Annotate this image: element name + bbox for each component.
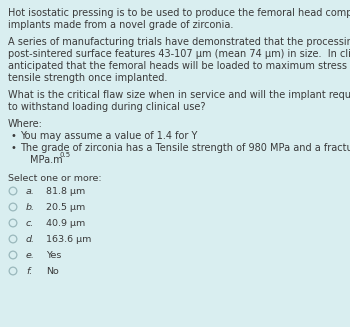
Text: 40.9 μm: 40.9 μm bbox=[46, 219, 85, 228]
Text: Hot isostatic pressing is to be used to produce the femoral head components of h: Hot isostatic pressing is to be used to … bbox=[8, 8, 350, 18]
Text: c.: c. bbox=[26, 219, 34, 228]
Text: anticipated that the femoral heads will be loaded to maximum stress level of 50%: anticipated that the femoral heads will … bbox=[8, 61, 350, 71]
Text: Yes: Yes bbox=[46, 251, 61, 260]
Text: •: • bbox=[10, 143, 16, 153]
Text: The grade of zirconia has a Tensile strength of 980 MPa and a fracture toughness: The grade of zirconia has a Tensile stre… bbox=[20, 143, 350, 153]
Text: MPa.m: MPa.m bbox=[30, 155, 63, 165]
Text: d.: d. bbox=[26, 235, 35, 244]
Text: Select one or more:: Select one or more: bbox=[8, 174, 101, 183]
Text: f.: f. bbox=[26, 267, 32, 276]
Text: 81.8 μm: 81.8 μm bbox=[46, 187, 85, 196]
Text: e.: e. bbox=[26, 251, 35, 260]
Text: 0.5: 0.5 bbox=[60, 152, 71, 158]
Text: a.: a. bbox=[26, 187, 35, 196]
Text: implants made from a novel grade of zirconia.: implants made from a novel grade of zirc… bbox=[8, 20, 233, 30]
Text: 20.5 μm: 20.5 μm bbox=[46, 203, 85, 212]
Text: post-sintered surface features 43-107 μm (mean 74 μm) in size.  In clinical use : post-sintered surface features 43-107 μm… bbox=[8, 49, 350, 59]
Text: No: No bbox=[46, 267, 59, 276]
Text: You may assume a value of 1.4 for Y: You may assume a value of 1.4 for Y bbox=[20, 131, 197, 141]
Text: Where:: Where: bbox=[8, 119, 43, 129]
Text: 163.6 μm: 163.6 μm bbox=[46, 235, 91, 244]
Text: What is the critical flaw size when in service and will the implant require poli: What is the critical flaw size when in s… bbox=[8, 90, 350, 100]
Text: A series of manufacturing trials have demonstrated that the processing route res: A series of manufacturing trials have de… bbox=[8, 37, 350, 47]
Text: to withstand loading during clinical use?: to withstand loading during clinical use… bbox=[8, 102, 205, 112]
Text: •: • bbox=[10, 131, 16, 141]
Text: tensile strength once implanted.: tensile strength once implanted. bbox=[8, 73, 167, 83]
Text: b.: b. bbox=[26, 203, 35, 212]
